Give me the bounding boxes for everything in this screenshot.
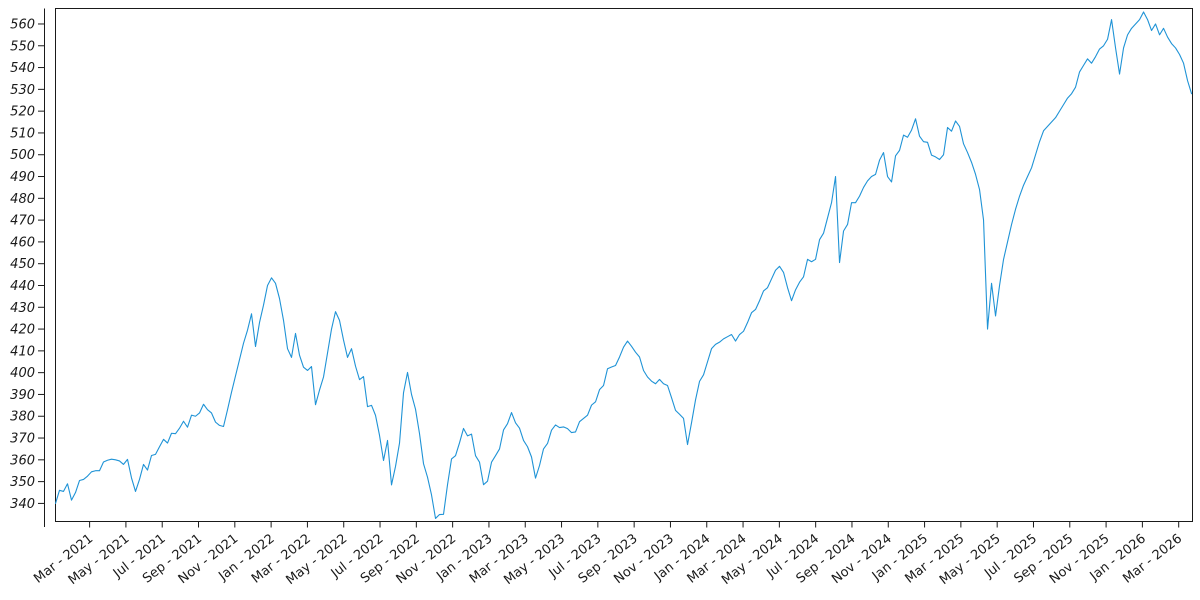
y-axis-tick-label: 400 bbox=[10, 366, 35, 381]
y-axis-tick-label: 550 bbox=[10, 39, 35, 54]
y-axis-tick-label: 440 bbox=[10, 279, 35, 294]
plot-area-border bbox=[55, 8, 1193, 522]
y-axis-tick-label: 340 bbox=[10, 497, 35, 512]
y-axis-tick-label: 450 bbox=[10, 257, 35, 272]
y-axis-tick-label: 360 bbox=[10, 453, 35, 468]
y-axis-tick-label: 490 bbox=[10, 170, 35, 185]
y-axis-tick-label: 540 bbox=[10, 61, 35, 76]
y-axis-tick-label: 410 bbox=[10, 344, 35, 359]
y-axis-tick-label: 520 bbox=[10, 105, 35, 120]
y-axis-tick-label: 390 bbox=[10, 388, 35, 403]
y-axis-tick-label: 420 bbox=[10, 323, 35, 338]
price-line-series bbox=[54, 11, 1193, 519]
y-axis-tick-label: 480 bbox=[10, 192, 35, 207]
y-axis-tick-label: 470 bbox=[10, 214, 35, 229]
y-axis-tick-label: 560 bbox=[10, 17, 35, 32]
y-axis-tick-label: 510 bbox=[10, 126, 35, 141]
y-axis-tick-label: 460 bbox=[10, 235, 35, 250]
y-axis-tick-label: 370 bbox=[10, 432, 35, 447]
y-axis-tick-label: 430 bbox=[10, 301, 35, 316]
y-axis-tick-label: 380 bbox=[10, 410, 35, 425]
y-axis-tick-label: 530 bbox=[10, 83, 35, 98]
y-axis-tick-label: 350 bbox=[10, 475, 35, 490]
y-axis-tick-label: 500 bbox=[10, 148, 35, 163]
